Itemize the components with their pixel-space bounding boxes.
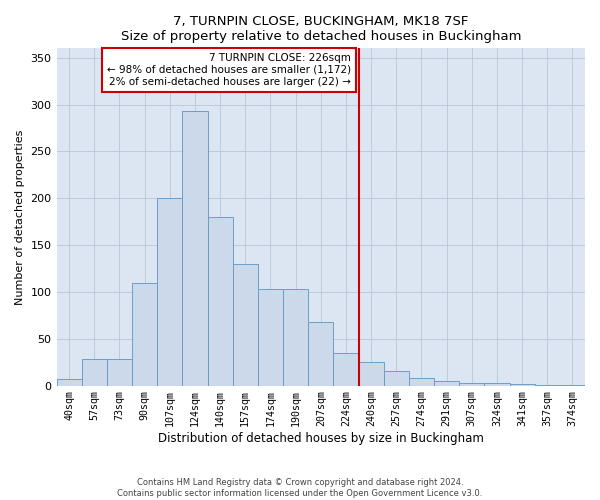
X-axis label: Distribution of detached houses by size in Buckingham: Distribution of detached houses by size … bbox=[158, 432, 484, 445]
Text: Contains HM Land Registry data © Crown copyright and database right 2024.
Contai: Contains HM Land Registry data © Crown c… bbox=[118, 478, 482, 498]
Bar bbox=[132, 282, 157, 386]
Bar bbox=[56, 379, 82, 386]
Bar bbox=[233, 264, 258, 386]
Bar bbox=[208, 217, 233, 386]
Bar bbox=[334, 353, 359, 386]
Bar bbox=[409, 378, 434, 386]
Bar bbox=[82, 360, 107, 386]
Bar bbox=[434, 381, 459, 386]
Text: 7 TURNPIN CLOSE: 226sqm
← 98% of detached houses are smaller (1,172)
2% of semi-: 7 TURNPIN CLOSE: 226sqm ← 98% of detache… bbox=[107, 54, 351, 86]
Y-axis label: Number of detached properties: Number of detached properties bbox=[15, 130, 25, 304]
Bar bbox=[484, 383, 509, 386]
Title: 7, TURNPIN CLOSE, BUCKINGHAM, MK18 7SF
Size of property relative to detached hou: 7, TURNPIN CLOSE, BUCKINGHAM, MK18 7SF S… bbox=[121, 15, 521, 43]
Bar bbox=[258, 289, 283, 386]
Bar bbox=[535, 384, 560, 386]
Bar bbox=[283, 289, 308, 386]
Bar bbox=[509, 384, 535, 386]
Bar bbox=[560, 384, 585, 386]
Bar bbox=[383, 370, 409, 386]
Bar bbox=[459, 383, 484, 386]
Bar bbox=[359, 362, 383, 386]
Bar bbox=[308, 322, 334, 386]
Bar bbox=[182, 111, 208, 386]
Bar bbox=[107, 360, 132, 386]
Bar bbox=[157, 198, 182, 386]
